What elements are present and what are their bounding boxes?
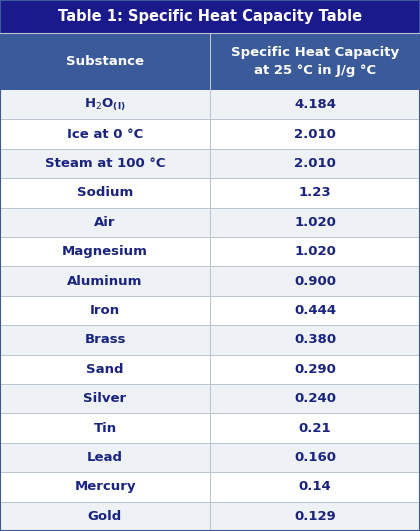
Text: 0.21: 0.21	[299, 422, 331, 434]
Text: Iron: Iron	[90, 304, 120, 317]
Bar	[0, 384, 420, 414]
Text: Sand: Sand	[86, 363, 124, 376]
Text: Steam at 100 °C: Steam at 100 °C	[45, 157, 165, 170]
Text: 0.290: 0.290	[294, 363, 336, 376]
Text: Ice at 0 °C: Ice at 0 °C	[67, 127, 143, 141]
Text: 4.184: 4.184	[294, 98, 336, 111]
Text: Mercury: Mercury	[74, 481, 136, 493]
Bar	[0, 33, 420, 90]
Text: Lead: Lead	[87, 451, 123, 464]
Bar	[0, 0, 420, 33]
Text: Aluminum: Aluminum	[67, 275, 143, 288]
Text: Table 1: Specific Heat Capacity Table: Table 1: Specific Heat Capacity Table	[58, 9, 362, 24]
Bar	[0, 472, 420, 502]
Text: 2.010: 2.010	[294, 157, 336, 170]
Bar	[0, 355, 420, 384]
Text: 0.444: 0.444	[294, 304, 336, 317]
Text: 0.380: 0.380	[294, 333, 336, 346]
Bar	[0, 178, 420, 208]
Text: 0.240: 0.240	[294, 392, 336, 405]
Bar	[0, 443, 420, 472]
Text: Substance: Substance	[66, 55, 144, 68]
Text: 0.160: 0.160	[294, 451, 336, 464]
Text: Magnesium: Magnesium	[62, 245, 148, 258]
Bar	[0, 325, 420, 355]
Text: Brass: Brass	[84, 333, 126, 346]
Text: 2.010: 2.010	[294, 127, 336, 141]
Text: Gold: Gold	[88, 510, 122, 523]
Text: H$_2$O$_\mathregular{(l)}$: H$_2$O$_\mathregular{(l)}$	[84, 97, 126, 113]
Bar	[0, 149, 420, 178]
Text: Sodium: Sodium	[77, 186, 133, 200]
Text: 0.129: 0.129	[294, 510, 336, 523]
Text: Specific Heat Capacity
at 25 °C in J/g °C: Specific Heat Capacity at 25 °C in J/g °…	[231, 46, 399, 77]
Text: 1.020: 1.020	[294, 245, 336, 258]
Text: Tin: Tin	[93, 422, 117, 434]
Text: Silver: Silver	[84, 392, 126, 405]
Text: 0.14: 0.14	[299, 481, 331, 493]
Bar	[0, 237, 420, 267]
Bar	[0, 502, 420, 531]
Text: Air: Air	[94, 216, 116, 229]
Bar	[0, 296, 420, 325]
Text: 0.900: 0.900	[294, 275, 336, 288]
Bar	[0, 414, 420, 443]
Text: 1.020: 1.020	[294, 216, 336, 229]
Bar	[0, 90, 420, 119]
Bar	[0, 208, 420, 237]
Bar	[0, 267, 420, 296]
Bar	[0, 119, 420, 149]
Text: 1.23: 1.23	[299, 186, 331, 200]
